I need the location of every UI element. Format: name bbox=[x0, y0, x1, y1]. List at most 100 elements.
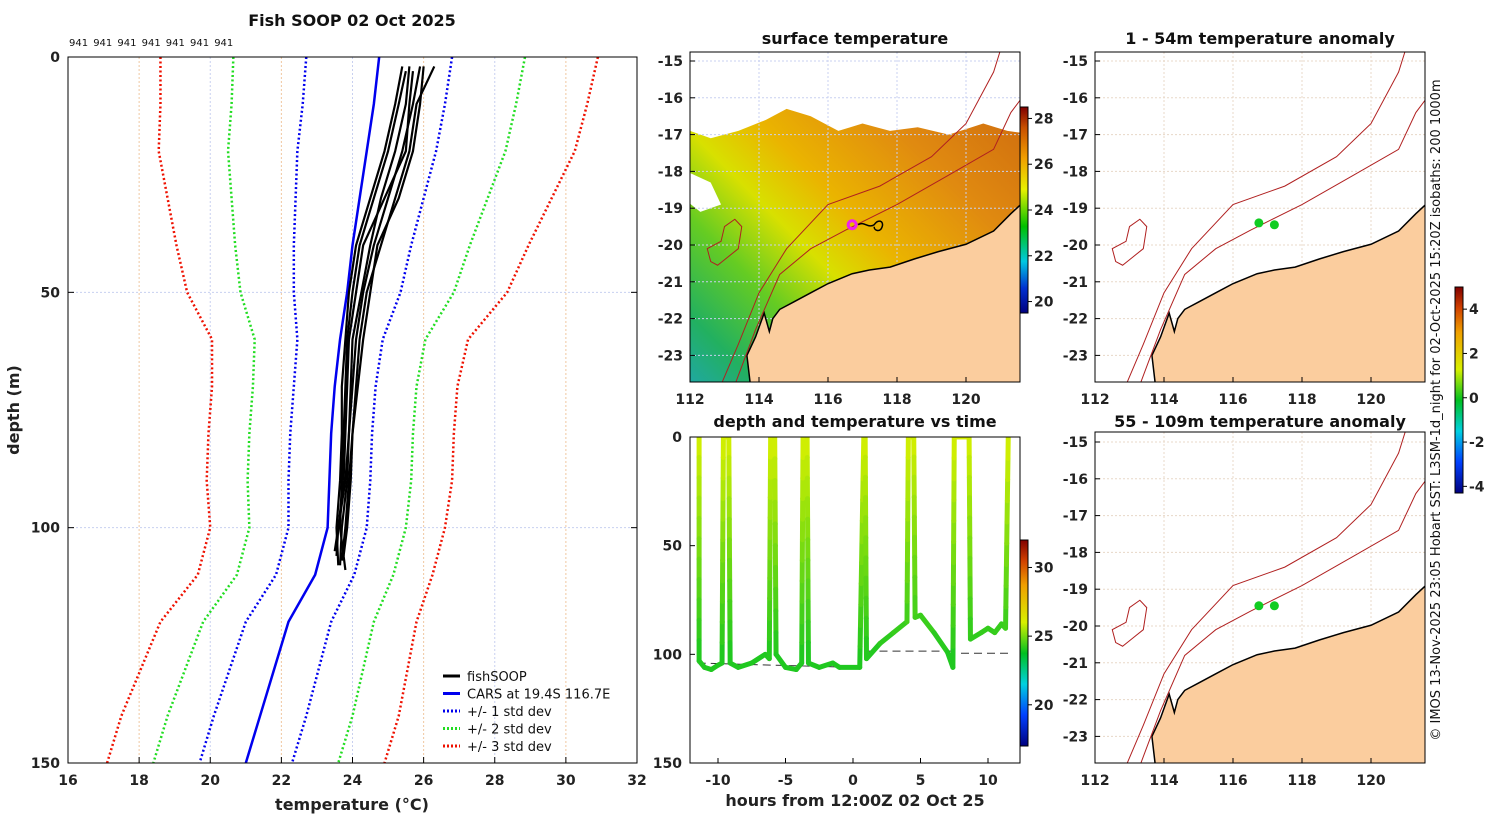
profile-id-label: 941 bbox=[166, 38, 185, 49]
y-tick-label: -23 bbox=[1063, 348, 1088, 364]
land bbox=[1151, 204, 1425, 382]
y-tick-label: -16 bbox=[1063, 472, 1088, 488]
anomaly-map-2-title: 55 - 109m temperature anomaly bbox=[1114, 412, 1406, 431]
colorbar-tick-label: 26 bbox=[1034, 157, 1053, 173]
profile-id-label: 941 bbox=[69, 38, 88, 49]
x-tick-label: 120 bbox=[1356, 392, 1385, 408]
legend-entry: CARS at 19.4S 116.7E bbox=[467, 688, 610, 703]
x-tick-label: 32 bbox=[627, 773, 646, 789]
y-tick-label: -16 bbox=[1063, 91, 1088, 107]
anomaly-map-2-panel: 112 114 116 118 120-15-16-17-18-19-20-21-22-… bbox=[1063, 286, 1485, 789]
anomaly-point bbox=[1254, 218, 1264, 228]
timeseries-x-axis-label: hours from 12:00Z 02 Oct 25 bbox=[725, 791, 984, 810]
x-tick-label: 20 bbox=[201, 773, 221, 789]
y-tick-label: -20 bbox=[1063, 619, 1089, 635]
map-area bbox=[1095, 52, 1425, 382]
colorbar-tick-label: 22 bbox=[1034, 249, 1053, 265]
y-tick-label: 100 bbox=[31, 521, 60, 537]
colorbar-tick-label: -4 bbox=[1469, 479, 1485, 495]
y-tick-label: -23 bbox=[1063, 729, 1088, 745]
cars-plus-3-std-line bbox=[383, 56, 600, 764]
axes-frame bbox=[1094, 431, 1426, 764]
y-tick-label: -18 bbox=[1063, 164, 1088, 180]
y-tick-label: -15 bbox=[1063, 54, 1088, 70]
profile-id-label: 941 bbox=[190, 38, 209, 49]
x-tick-label: 114 bbox=[1149, 773, 1178, 789]
x-tick-label: 116 bbox=[1218, 392, 1247, 408]
timeseries-colorbar bbox=[1019, 539, 1029, 747]
fishsoop-profile-line bbox=[342, 66, 425, 557]
map-area bbox=[1095, 432, 1425, 763]
y-tick-label: -17 bbox=[1063, 509, 1088, 525]
cars-minus-1-std-line bbox=[198, 56, 308, 764]
y-tick-label: 0 bbox=[50, 50, 60, 66]
depth-trace-segment bbox=[891, 619, 910, 636]
isobath-shoal bbox=[706, 218, 743, 266]
y-tick-label: 0 bbox=[672, 430, 682, 446]
plot-area bbox=[690, 437, 1020, 763]
fishsoop-profile-line bbox=[338, 66, 411, 566]
x-tick-label: 24 bbox=[343, 773, 363, 789]
y-tick-label: 150 bbox=[31, 756, 60, 772]
map-area bbox=[690, 52, 1020, 382]
y-tick-label: -17 bbox=[658, 128, 683, 144]
timeseries-title: depth and temperature vs time bbox=[713, 412, 996, 431]
anomaly-map-1-title: 1 - 54m temperature anomaly bbox=[1125, 29, 1395, 48]
colorbar-tick-label: 20 bbox=[1034, 295, 1054, 311]
x-tick-label: 0 bbox=[848, 773, 858, 789]
profile-x-axis-label: temperature (°C) bbox=[275, 795, 429, 814]
ship-track bbox=[857, 220, 884, 232]
x-tick-label: 120 bbox=[1356, 773, 1385, 789]
isobath-1000m bbox=[1126, 432, 1406, 763]
sst-map-title: surface temperature bbox=[762, 29, 949, 48]
y-tick-label: -19 bbox=[1063, 582, 1088, 598]
x-tick-label: -10 bbox=[705, 773, 731, 789]
profile-id-label: 941 bbox=[93, 38, 112, 49]
y-tick-label: 50 bbox=[41, 285, 61, 301]
profile-id-label: 941 bbox=[117, 38, 136, 49]
y-tick-label: -20 bbox=[658, 238, 684, 254]
colorbar-tick-label: 25 bbox=[1034, 629, 1053, 645]
isobath-1000m bbox=[721, 52, 1001, 382]
land bbox=[746, 204, 1020, 382]
axes-frame bbox=[1094, 51, 1426, 383]
legend: fishSOOP CARS at 19.4S 116.7E +/- 1 std de… bbox=[443, 670, 610, 755]
depth-trace-segment bbox=[931, 630, 950, 655]
colorbar-tick-label: 4 bbox=[1469, 302, 1479, 318]
y-tick-label: -22 bbox=[658, 312, 683, 328]
isobath-1000m bbox=[1126, 52, 1406, 382]
x-tick-label: 18 bbox=[129, 773, 148, 789]
y-tick-label: -16 bbox=[658, 91, 683, 107]
depth-trace-segment bbox=[877, 630, 896, 646]
x-tick-label: 22 bbox=[272, 773, 291, 789]
x-tick-label: 118 bbox=[882, 392, 911, 408]
y-tick-label: 150 bbox=[653, 756, 682, 772]
cars-minus-2-std-line bbox=[152, 56, 256, 764]
x-tick-label: 112 bbox=[675, 392, 704, 408]
colorbar-tick-label: 24 bbox=[1034, 203, 1054, 219]
x-tick-label: 112 bbox=[1080, 392, 1109, 408]
profile-id-label: 941 bbox=[142, 38, 161, 49]
y-tick-label: -18 bbox=[658, 164, 683, 180]
y-tick-label: -21 bbox=[1063, 656, 1088, 672]
plot-content bbox=[696, 437, 1011, 673]
sst-map-panel: 112 114 116 118 120 -15 -16 -17 -18 -19 -20 -21 -22 -… bbox=[658, 51, 1054, 408]
x-tick-label: 120 bbox=[951, 392, 980, 408]
legend-entry: +/- 1 std dev bbox=[467, 705, 552, 720]
colorbar-tick-label: 0 bbox=[1469, 391, 1479, 407]
x-tick-label: 26 bbox=[414, 773, 433, 789]
x-tick-label: -5 bbox=[778, 773, 794, 789]
cloud-mask bbox=[690, 52, 1020, 139]
x-tick-label: 118 bbox=[1287, 392, 1316, 408]
y-tick-label: 100 bbox=[653, 647, 682, 663]
colorbar-tick-label: 2 bbox=[1469, 346, 1479, 362]
colorbar-tick-label: 20 bbox=[1034, 698, 1054, 714]
cars-minus-3-std-line bbox=[105, 57, 214, 764]
x-tick-label: 5 bbox=[916, 773, 926, 789]
fishsoop-profile-line bbox=[340, 65, 436, 561]
isobath-shoal bbox=[1111, 599, 1148, 647]
isobath-200m bbox=[1140, 99, 1425, 382]
ship-position-marker bbox=[846, 219, 858, 231]
y-tick-label: -18 bbox=[1063, 545, 1088, 561]
